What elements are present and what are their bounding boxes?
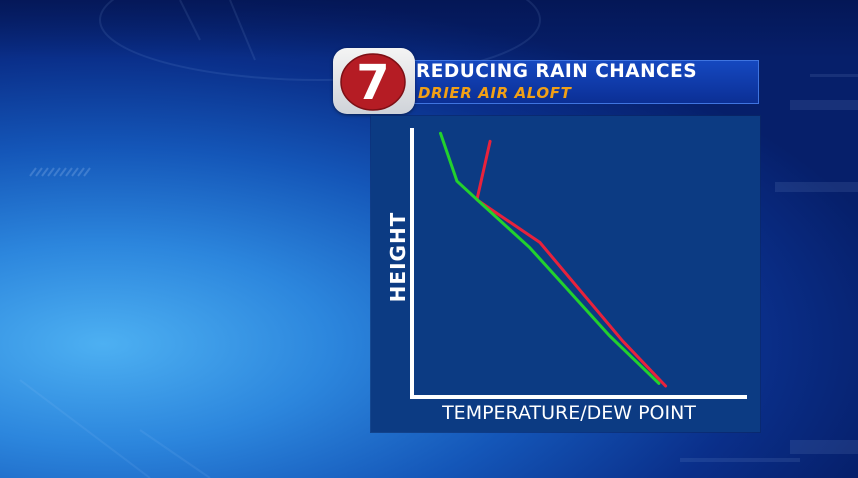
chart-axes — [410, 128, 747, 399]
chart-series — [439, 131, 668, 388]
station-logo: 7 — [340, 53, 406, 111]
x-axis-label: TEMPERATURE/DEW POINT — [441, 402, 696, 424]
dew-point-line — [439, 131, 661, 385]
logo-circle — [341, 54, 405, 110]
y-axis-label: HEIGHT — [386, 212, 410, 303]
chart: HEIGHT TEMPERATURE/DEW POINT — [386, 128, 747, 424]
background-top-band — [0, 0, 858, 58]
header-title: REDUCING RAIN CHANCES — [416, 61, 698, 82]
temperature-line — [475, 139, 668, 388]
header-subtitle: DRIER AIR ALOFT — [418, 84, 572, 102]
logo-seven: 7 — [356, 55, 389, 111]
header-bar — [372, 60, 759, 104]
chart-panel: HEIGHT TEMPERATURE/DEW POINT — [371, 116, 760, 432]
